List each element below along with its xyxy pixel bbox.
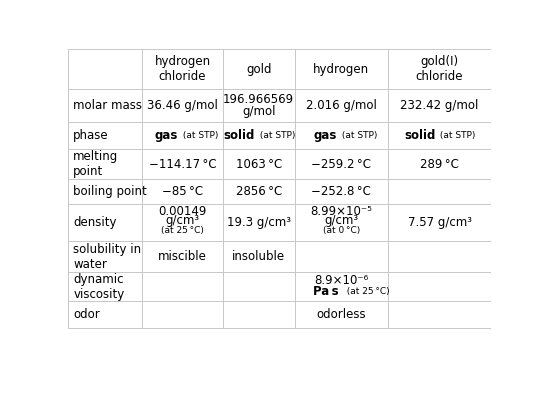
- Bar: [223, 204, 295, 241]
- Text: 2856 °C: 2856 °C: [235, 185, 282, 198]
- Text: gold(I)
chloride: gold(I) chloride: [416, 55, 464, 83]
- Text: solid: solid: [404, 129, 435, 142]
- Text: (at 25 °C): (at 25 °C): [341, 287, 389, 296]
- Text: solid: solid: [223, 129, 254, 142]
- Text: 8.9×10⁻⁶: 8.9×10⁻⁶: [314, 274, 369, 287]
- Bar: [388, 149, 491, 179]
- Text: g/cm³: g/cm³: [165, 214, 200, 226]
- Text: odor: odor: [73, 308, 100, 321]
- Text: Pa s: Pa s: [313, 285, 339, 298]
- Bar: [143, 89, 223, 122]
- Text: density: density: [73, 216, 117, 229]
- Text: 8.99×10⁻⁵: 8.99×10⁻⁵: [310, 205, 372, 218]
- Bar: [295, 241, 388, 272]
- Text: (at STP): (at STP): [339, 131, 377, 140]
- Text: (at STP): (at STP): [257, 131, 295, 140]
- Bar: [388, 122, 491, 149]
- Bar: [295, 89, 388, 122]
- Bar: [143, 241, 223, 272]
- Bar: [143, 272, 223, 301]
- Bar: [68, 89, 143, 122]
- Bar: [295, 272, 388, 301]
- Text: 289 °C: 289 °C: [420, 157, 459, 171]
- Bar: [388, 241, 491, 272]
- Bar: [223, 122, 295, 149]
- Text: molar mass: molar mass: [73, 99, 143, 112]
- Bar: [68, 49, 143, 89]
- Text: boiling point: boiling point: [73, 185, 147, 198]
- Text: 19.3 g/cm³: 19.3 g/cm³: [227, 216, 290, 229]
- Bar: [295, 204, 388, 241]
- Bar: [223, 179, 295, 204]
- Bar: [223, 89, 295, 122]
- Bar: [223, 241, 295, 272]
- Bar: [68, 179, 143, 204]
- Bar: [388, 204, 491, 241]
- Bar: [68, 272, 143, 301]
- Text: gas: gas: [155, 129, 178, 142]
- Bar: [388, 301, 491, 328]
- Text: dynamic
viscosity: dynamic viscosity: [73, 272, 124, 301]
- Bar: [388, 89, 491, 122]
- Text: insoluble: insoluble: [232, 250, 285, 263]
- Bar: [143, 122, 223, 149]
- Text: gas: gas: [313, 129, 337, 142]
- Text: 7.57 g/cm³: 7.57 g/cm³: [407, 216, 472, 229]
- Text: hydrogen
chloride: hydrogen chloride: [155, 55, 211, 83]
- Text: (at 0 °C): (at 0 °C): [323, 226, 360, 235]
- Bar: [295, 49, 388, 89]
- Bar: [295, 301, 388, 328]
- Text: (at 25 °C): (at 25 °C): [161, 226, 204, 235]
- Bar: [68, 204, 143, 241]
- Bar: [223, 301, 295, 328]
- Text: −252.8 °C: −252.8 °C: [311, 185, 371, 198]
- Text: 1063 °C: 1063 °C: [235, 157, 282, 171]
- Bar: [388, 272, 491, 301]
- Bar: [388, 179, 491, 204]
- Bar: [223, 272, 295, 301]
- Text: hydrogen: hydrogen: [313, 62, 369, 76]
- Text: g/mol: g/mol: [242, 105, 275, 118]
- Text: gold: gold: [246, 62, 271, 76]
- Text: −85 °C: −85 °C: [162, 185, 203, 198]
- Text: −259.2 °C: −259.2 °C: [311, 157, 371, 171]
- Text: g/cm³: g/cm³: [324, 214, 358, 227]
- Text: 0.00149: 0.00149: [158, 205, 207, 218]
- Bar: [223, 149, 295, 179]
- Bar: [388, 49, 491, 89]
- Bar: [295, 149, 388, 179]
- Text: melting
point: melting point: [73, 150, 118, 178]
- Text: (at STP): (at STP): [437, 131, 476, 140]
- Bar: [143, 204, 223, 241]
- Text: 2.016 g/mol: 2.016 g/mol: [306, 99, 377, 112]
- Text: 36.46 g/mol: 36.46 g/mol: [147, 99, 218, 112]
- Bar: [143, 179, 223, 204]
- Bar: [68, 301, 143, 328]
- Text: −114.17 °C: −114.17 °C: [149, 157, 216, 171]
- Bar: [68, 241, 143, 272]
- Bar: [143, 301, 223, 328]
- Bar: [68, 149, 143, 179]
- Bar: [295, 179, 388, 204]
- Text: miscible: miscible: [158, 250, 207, 263]
- Bar: [143, 49, 223, 89]
- Bar: [68, 122, 143, 149]
- Text: solubility in
water: solubility in water: [73, 242, 141, 270]
- Text: (at STP): (at STP): [180, 131, 219, 140]
- Bar: [143, 149, 223, 179]
- Bar: [223, 49, 295, 89]
- Text: phase: phase: [73, 129, 109, 142]
- Text: 196.966569: 196.966569: [223, 93, 294, 106]
- Text: odorless: odorless: [316, 308, 366, 321]
- Bar: [295, 122, 388, 149]
- Text: 232.42 g/mol: 232.42 g/mol: [400, 99, 479, 112]
